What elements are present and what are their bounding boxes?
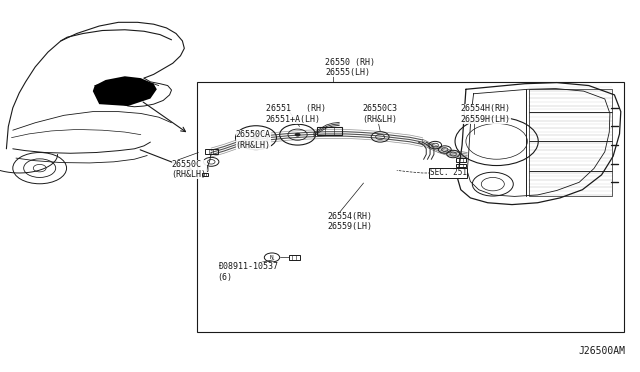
Text: Ð08911-10537
(6): Ð08911-10537 (6)	[218, 262, 278, 282]
Bar	[202, 173, 208, 176]
Bar	[289, 255, 300, 260]
Text: 26550C3
(RH&LH): 26550C3 (RH&LH)	[362, 104, 397, 124]
Text: SEC. 251: SEC. 251	[429, 169, 467, 177]
Bar	[529, 89, 612, 112]
Text: N: N	[270, 255, 274, 260]
Bar	[529, 112, 612, 141]
Circle shape	[253, 136, 259, 139]
Bar	[456, 158, 466, 162]
Polygon shape	[93, 76, 157, 106]
Text: 26551   (RH)
26551+A(LH): 26551 (RH) 26551+A(LH)	[266, 104, 326, 124]
Bar	[456, 169, 466, 173]
Text: 26550CA
(RH&LH): 26550CA (RH&LH)	[236, 130, 271, 150]
Text: 26550C
(RH&LH): 26550C (RH&LH)	[172, 160, 207, 179]
Circle shape	[295, 133, 300, 136]
Text: 26554H(RH)
26559H(LH): 26554H(RH) 26559H(LH)	[461, 104, 511, 124]
Text: J26500AM: J26500AM	[579, 346, 626, 356]
Bar	[205, 149, 218, 154]
Text: 26554(RH)
26559(LH): 26554(RH) 26559(LH)	[328, 212, 372, 231]
Bar	[456, 164, 466, 167]
Bar	[317, 127, 342, 135]
Text: 26550 (RH)
26555(LH): 26550 (RH) 26555(LH)	[325, 58, 375, 77]
Bar	[529, 171, 612, 196]
Bar	[529, 141, 612, 171]
FancyBboxPatch shape	[429, 168, 467, 178]
